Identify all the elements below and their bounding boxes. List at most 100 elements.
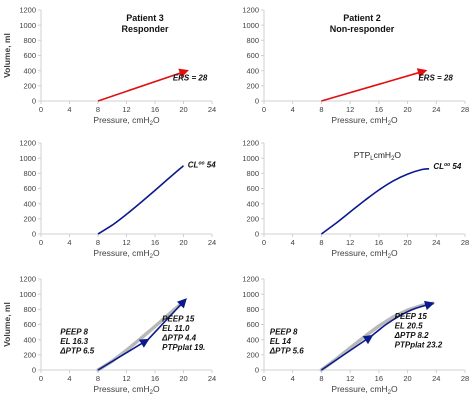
chart-panel-patient-3-compliance: 0 200 400 600 800 1000 1200 0 4 8 12 16 20 24 Pressure… bbox=[19, 139, 216, 260]
y-tick-label: 600 bbox=[23, 51, 36, 60]
annotation-label: CLoo 54 bbox=[188, 160, 216, 169]
y-tick-label: 200 bbox=[246, 214, 259, 223]
series-line-0 bbox=[97, 338, 150, 371]
series-line-0 bbox=[97, 165, 185, 235]
y-tick-label: 800 bbox=[246, 169, 259, 178]
x-tick-label: 4 bbox=[67, 374, 71, 383]
x-tick-label: 20 bbox=[179, 238, 187, 247]
annotation-label: PTPLcmH2O bbox=[354, 150, 402, 162]
y-tick-label: 1000 bbox=[242, 21, 259, 30]
y-tick-label: 1200 bbox=[19, 139, 36, 148]
x-tick-label: 12 bbox=[122, 238, 130, 247]
y-tick-label: 600 bbox=[246, 51, 259, 60]
x-axis-title: Pressure, cmH2O bbox=[331, 248, 398, 260]
y-tick-label: 800 bbox=[246, 36, 259, 45]
series-line-0 bbox=[320, 168, 430, 235]
annotation-label: ERS = 28 bbox=[173, 74, 208, 83]
y-tick-label: 800 bbox=[23, 305, 36, 314]
x-tick-label: 16 bbox=[375, 374, 383, 383]
chart-panel-patient-3-elastance: 0 200 400 600 800 1000 1200 0 4 8 12 16 20 24 Pressure… bbox=[2, 6, 216, 127]
x-tick-label: 16 bbox=[151, 238, 159, 247]
y-tick-label: 0 bbox=[255, 366, 259, 375]
y-tick-label: 400 bbox=[23, 335, 36, 344]
x-tick-label: 8 bbox=[319, 105, 323, 114]
y-tick-label: 200 bbox=[23, 214, 36, 223]
y-tick-label: 600 bbox=[246, 184, 259, 193]
y-tick-label: 200 bbox=[246, 81, 259, 90]
y-tick-label: 200 bbox=[23, 350, 36, 359]
y-tick-label: 0 bbox=[255, 230, 259, 239]
x-tick-label: 28 bbox=[461, 238, 469, 247]
y-tick-label: 1000 bbox=[19, 154, 36, 163]
annotation-label: ERS = 28 bbox=[418, 74, 453, 83]
y-tick-label: 600 bbox=[246, 320, 259, 329]
y-axis-title: Volume, ml bbox=[2, 302, 12, 347]
x-tick-label: 24 bbox=[432, 238, 440, 247]
x-tick-label: 24 bbox=[432, 374, 440, 383]
series-line-0 bbox=[321, 68, 428, 102]
x-tick-label: 20 bbox=[179, 374, 187, 383]
y-tick-label: 1200 bbox=[242, 139, 259, 148]
y-tick-label: 400 bbox=[246, 199, 259, 208]
y-tick-label: 800 bbox=[23, 169, 36, 178]
y-tick-label: 1000 bbox=[242, 290, 259, 299]
y-tick-label: 600 bbox=[23, 184, 36, 193]
x-tick-label: 12 bbox=[122, 105, 130, 114]
y-tick-label: 1200 bbox=[242, 6, 259, 15]
x-tick-label: 12 bbox=[346, 238, 354, 247]
x-tick-label: 0 bbox=[262, 374, 266, 383]
y-tick-label: 1200 bbox=[19, 275, 36, 284]
annotation-label: CLoo 54 bbox=[433, 162, 461, 171]
annotation-block: PEEP 8 EL 14 ΔPTP 5.6 bbox=[269, 327, 305, 355]
y-tick-label: 400 bbox=[246, 66, 259, 75]
chart-panel-patient-3-peep: 0 200 400 600 800 1000 1200 0 4 8 12 16 20 24 Pressure… bbox=[2, 275, 216, 396]
chart-panel-patient-2-peep: 0 200 400 600 800 1000 1200 0 4 8 12 16 20 24 28 Pressu… bbox=[242, 275, 469, 396]
x-tick-label: 8 bbox=[96, 105, 100, 114]
x-tick-label: 4 bbox=[291, 374, 295, 383]
x-tick-label: 8 bbox=[319, 374, 323, 383]
x-tick-label: 20 bbox=[403, 374, 411, 383]
x-tick-label: 20 bbox=[403, 105, 411, 114]
y-tick-label: 600 bbox=[23, 320, 36, 329]
series-line-0 bbox=[320, 334, 374, 371]
x-tick-label: 28 bbox=[461, 374, 469, 383]
x-tick-label: 24 bbox=[208, 238, 216, 247]
y-tick-label: 400 bbox=[246, 335, 259, 344]
y-tick-label: 400 bbox=[23, 199, 36, 208]
y-axis-title: Volume, ml bbox=[2, 33, 12, 78]
series-line-1 bbox=[371, 300, 435, 337]
y-tick-label: 1000 bbox=[19, 21, 36, 30]
y-tick-label: 0 bbox=[32, 230, 36, 239]
x-tick-label: 0 bbox=[39, 374, 43, 383]
y-tick-label: 0 bbox=[255, 97, 259, 106]
annotation-block: PEEP 8 EL 16.3 ΔPTP 6.5 bbox=[59, 327, 95, 355]
x-tick-label: 12 bbox=[346, 374, 354, 383]
x-axis-title: Pressure, cmH2O bbox=[331, 115, 398, 127]
x-tick-label: 0 bbox=[39, 105, 43, 114]
x-tick-label: 16 bbox=[375, 105, 383, 114]
x-tick-label: 24 bbox=[208, 374, 216, 383]
y-tick-label: 200 bbox=[23, 81, 36, 90]
x-tick-label: 16 bbox=[151, 105, 159, 114]
x-axis-title: Pressure, cmH2O bbox=[331, 384, 398, 396]
x-tick-label: 8 bbox=[96, 374, 100, 383]
x-tick-label: 0 bbox=[39, 238, 43, 247]
x-tick-label: 4 bbox=[67, 105, 71, 114]
annotation-block: PEEP 15 EL 20.5 ΔPTP 8.2 PTPplat 23.2 bbox=[394, 312, 443, 350]
chart-panel-patient-2-elastance: 0 200 400 600 800 1000 1200 0 4 8 12 16 20 24 28 Pressu… bbox=[242, 6, 469, 127]
panel-title: Patient 3 bbox=[126, 13, 164, 23]
x-axis-title: Pressure, cmH2O bbox=[93, 115, 160, 127]
x-axis-title: Pressure, cmH2O bbox=[93, 248, 160, 260]
y-tick-label: 1000 bbox=[242, 154, 259, 163]
panel-subtitle: Responder bbox=[121, 24, 169, 34]
x-tick-label: 12 bbox=[346, 105, 354, 114]
x-tick-label: 12 bbox=[122, 374, 130, 383]
panel-subtitle: Non-responder bbox=[330, 24, 395, 34]
x-tick-label: 16 bbox=[151, 374, 159, 383]
x-tick-label: 20 bbox=[179, 105, 187, 114]
y-tick-label: 800 bbox=[23, 36, 36, 45]
x-tick-label: 0 bbox=[262, 105, 266, 114]
y-tick-label: 1200 bbox=[242, 275, 259, 284]
x-tick-label: 28 bbox=[461, 105, 469, 114]
